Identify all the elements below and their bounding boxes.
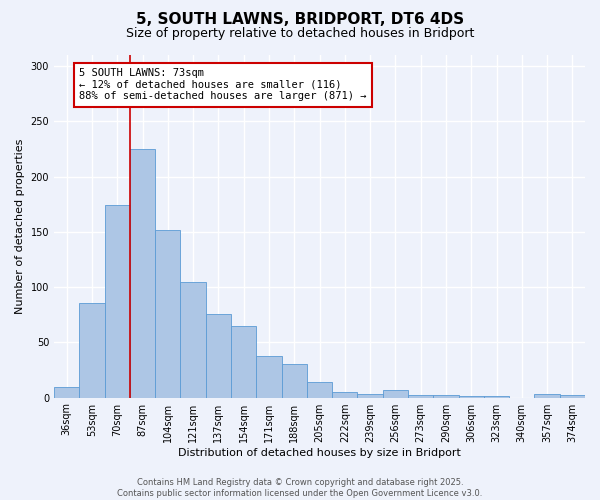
Bar [130,149,155,398]
Bar [383,390,408,398]
Bar [535,394,560,398]
Bar [484,396,509,398]
Text: Contains HM Land Registry data © Crown copyright and database right 2025.
Contai: Contains HM Land Registry data © Crown c… [118,478,482,498]
Bar [358,394,383,398]
Text: 5, SOUTH LAWNS, BRIDPORT, DT6 4DS: 5, SOUTH LAWNS, BRIDPORT, DT6 4DS [136,12,464,28]
Bar [181,282,206,398]
Bar [433,396,458,398]
Text: Size of property relative to detached houses in Bridport: Size of property relative to detached ho… [126,28,474,40]
Bar [458,396,484,398]
Bar [231,326,256,398]
Bar [281,364,307,398]
Bar [155,230,181,398]
Bar [104,206,130,398]
Bar [408,396,433,398]
Bar [307,382,332,398]
X-axis label: Distribution of detached houses by size in Bridport: Distribution of detached houses by size … [178,448,461,458]
Text: 5 SOUTH LAWNS: 73sqm
← 12% of detached houses are smaller (116)
88% of semi-deta: 5 SOUTH LAWNS: 73sqm ← 12% of detached h… [79,68,367,102]
Bar [332,392,358,398]
Bar [54,386,79,398]
Y-axis label: Number of detached properties: Number of detached properties [15,138,25,314]
Bar [256,356,281,398]
Bar [560,396,585,398]
Bar [79,302,104,398]
Bar [206,314,231,398]
